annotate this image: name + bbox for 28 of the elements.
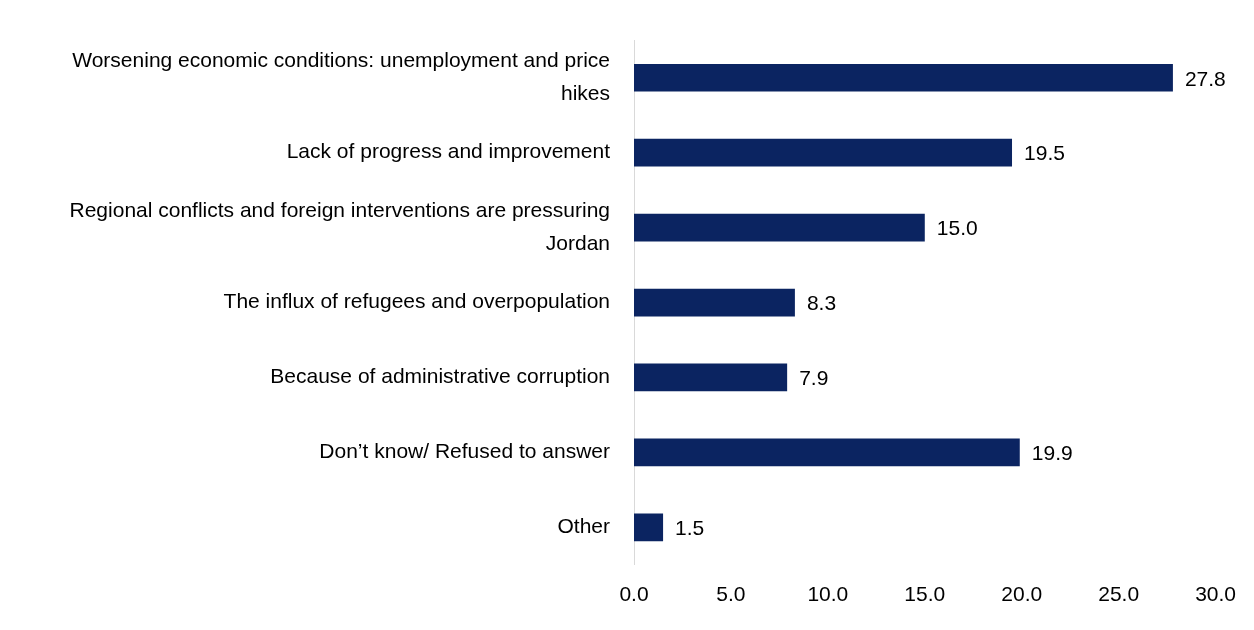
y-tick-label: Because of administrative corruption — [270, 364, 610, 388]
bar — [634, 288, 795, 317]
data-label: 1.5 — [675, 516, 705, 540]
bar — [634, 438, 1020, 467]
y-tick-label: The influx of refugees and overpopulation — [223, 289, 610, 313]
x-tick-label: 10.0 — [807, 582, 849, 606]
x-tick-label: 25.0 — [1098, 582, 1140, 606]
x-tick-label: 0.0 — [619, 582, 649, 606]
data-label: 19.9 — [1031, 441, 1073, 465]
x-tick-label: 5.0 — [716, 582, 746, 606]
y-tick-label: Other — [557, 514, 610, 538]
bar — [634, 513, 664, 542]
data-label: 8.3 — [806, 291, 837, 315]
bar — [634, 63, 1173, 92]
data-label: 19.5 — [1024, 141, 1065, 165]
data-label: 15.0 — [936, 216, 978, 240]
x-tick-label: 30.0 — [1195, 582, 1236, 606]
bar — [634, 213, 925, 242]
bar — [634, 363, 788, 392]
y-tick-label: Lack of progress and improvement — [286, 139, 611, 163]
data-label: 27.8 — [1184, 66, 1226, 90]
y-tick-label: Don’t know/ Refused to answer — [319, 439, 610, 463]
bar — [634, 138, 1013, 167]
data-label: 7.9 — [799, 366, 829, 390]
y-tick-label: Regional conflicts and foreign interventions are pressuring Jordan — [69, 198, 610, 254]
x-tick-label: 15.0 — [904, 582, 946, 606]
x-tick-label: 20.0 — [1001, 582, 1043, 606]
y-tick-label: Worsening economic conditions: unemployment and price hikes — [72, 48, 610, 104]
